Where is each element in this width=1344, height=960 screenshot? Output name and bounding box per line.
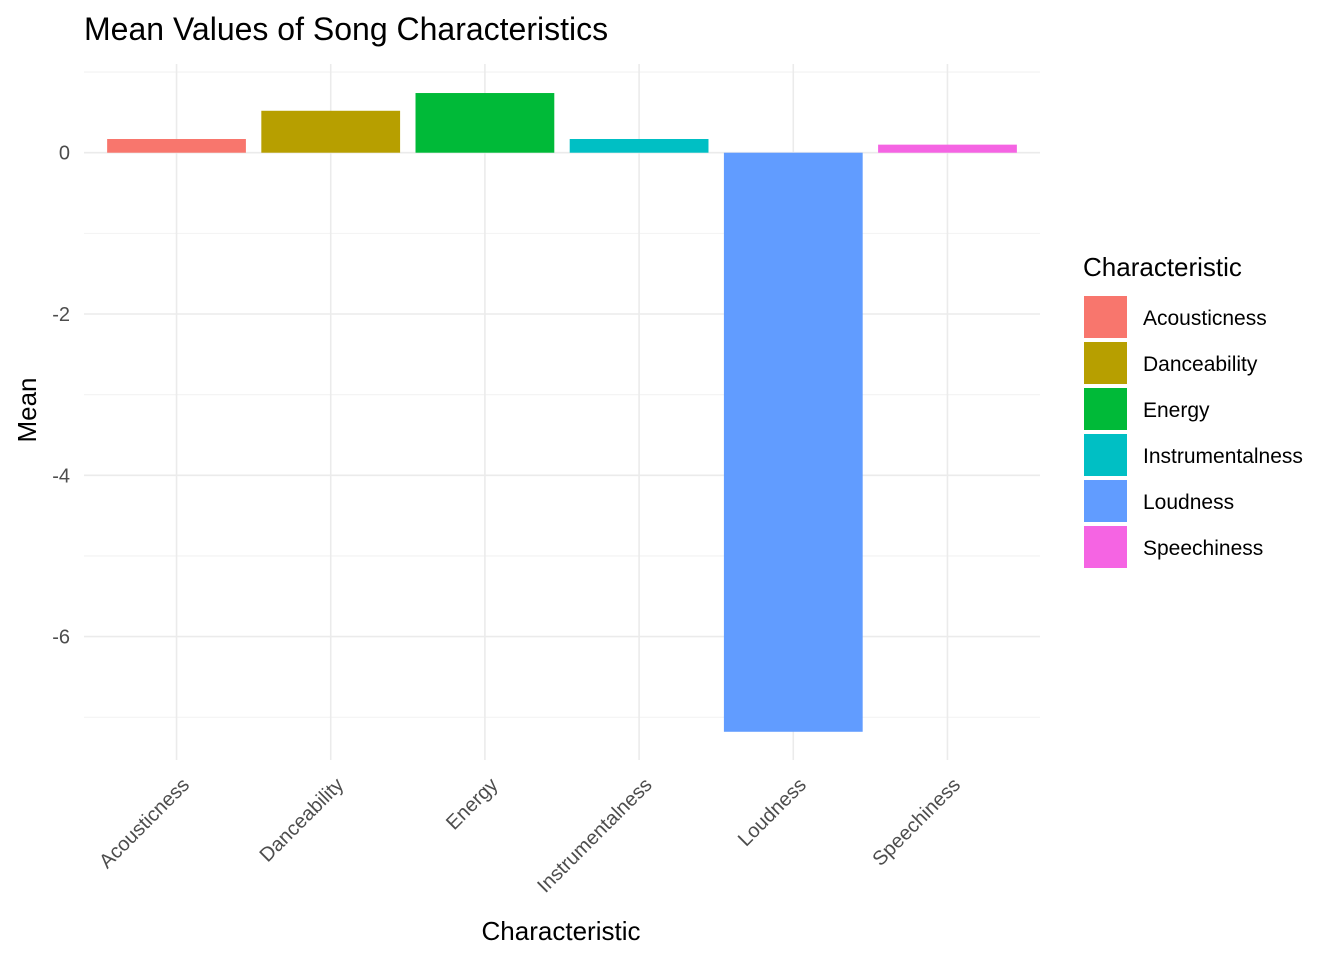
grid: [84, 64, 1040, 760]
legend-label: Danceability: [1143, 353, 1258, 376]
bar-speechiness: [878, 144, 1017, 153]
legend-label: Instrumentalness: [1143, 445, 1303, 468]
chart-title: Mean Values of Song Characteristics: [84, 11, 608, 47]
bar-loudness: [723, 152, 863, 732]
x-tick-label: Loudness: [734, 774, 811, 851]
bar-danceability: [261, 110, 401, 153]
x-tick-label: Energy: [442, 774, 502, 834]
y-tick-label: -2: [52, 304, 70, 326]
legend-swatch: [1084, 434, 1127, 476]
x-tick-label: Speechiness: [868, 774, 965, 871]
legend-label: Speechiness: [1143, 537, 1263, 560]
x-axis-ticks: Acousticness Danceability Energy Instrument…: [95, 774, 965, 897]
x-tick-label: Instrumentalness: [533, 774, 656, 897]
y-tick-label: -4: [52, 465, 70, 487]
y-tick-label: 0: [59, 143, 70, 165]
bar-acousticness: [107, 139, 246, 153]
bar-instrumentalness: [569, 139, 709, 153]
legend-label: Loudness: [1143, 491, 1234, 514]
legend-swatch: [1084, 296, 1127, 338]
x-axis-title: Characteristic: [482, 916, 641, 946]
legend-label: Acousticness: [1143, 307, 1267, 330]
y-axis-ticks: 0 -2 -4 -6: [52, 143, 70, 649]
legend-entries: Acousticness Danceability Energy Instrument…: [1084, 296, 1303, 568]
legend-swatch: [1084, 526, 1127, 568]
legend-swatch: [1084, 342, 1127, 384]
legend-swatch: [1084, 388, 1127, 430]
x-tick-label: Acousticness: [95, 774, 194, 873]
y-axis-title: Mean: [12, 377, 42, 442]
x-tick-label: Danceability: [256, 774, 349, 867]
bar-energy: [415, 93, 555, 153]
legend-title: Characteristic: [1083, 252, 1242, 282]
legend-swatch: [1084, 480, 1127, 522]
bars: [107, 93, 1017, 732]
y-tick-label: -6: [52, 627, 70, 649]
legend: Characteristic Acousticness Danceability E…: [1083, 252, 1303, 568]
legend-label: Energy: [1143, 399, 1210, 422]
